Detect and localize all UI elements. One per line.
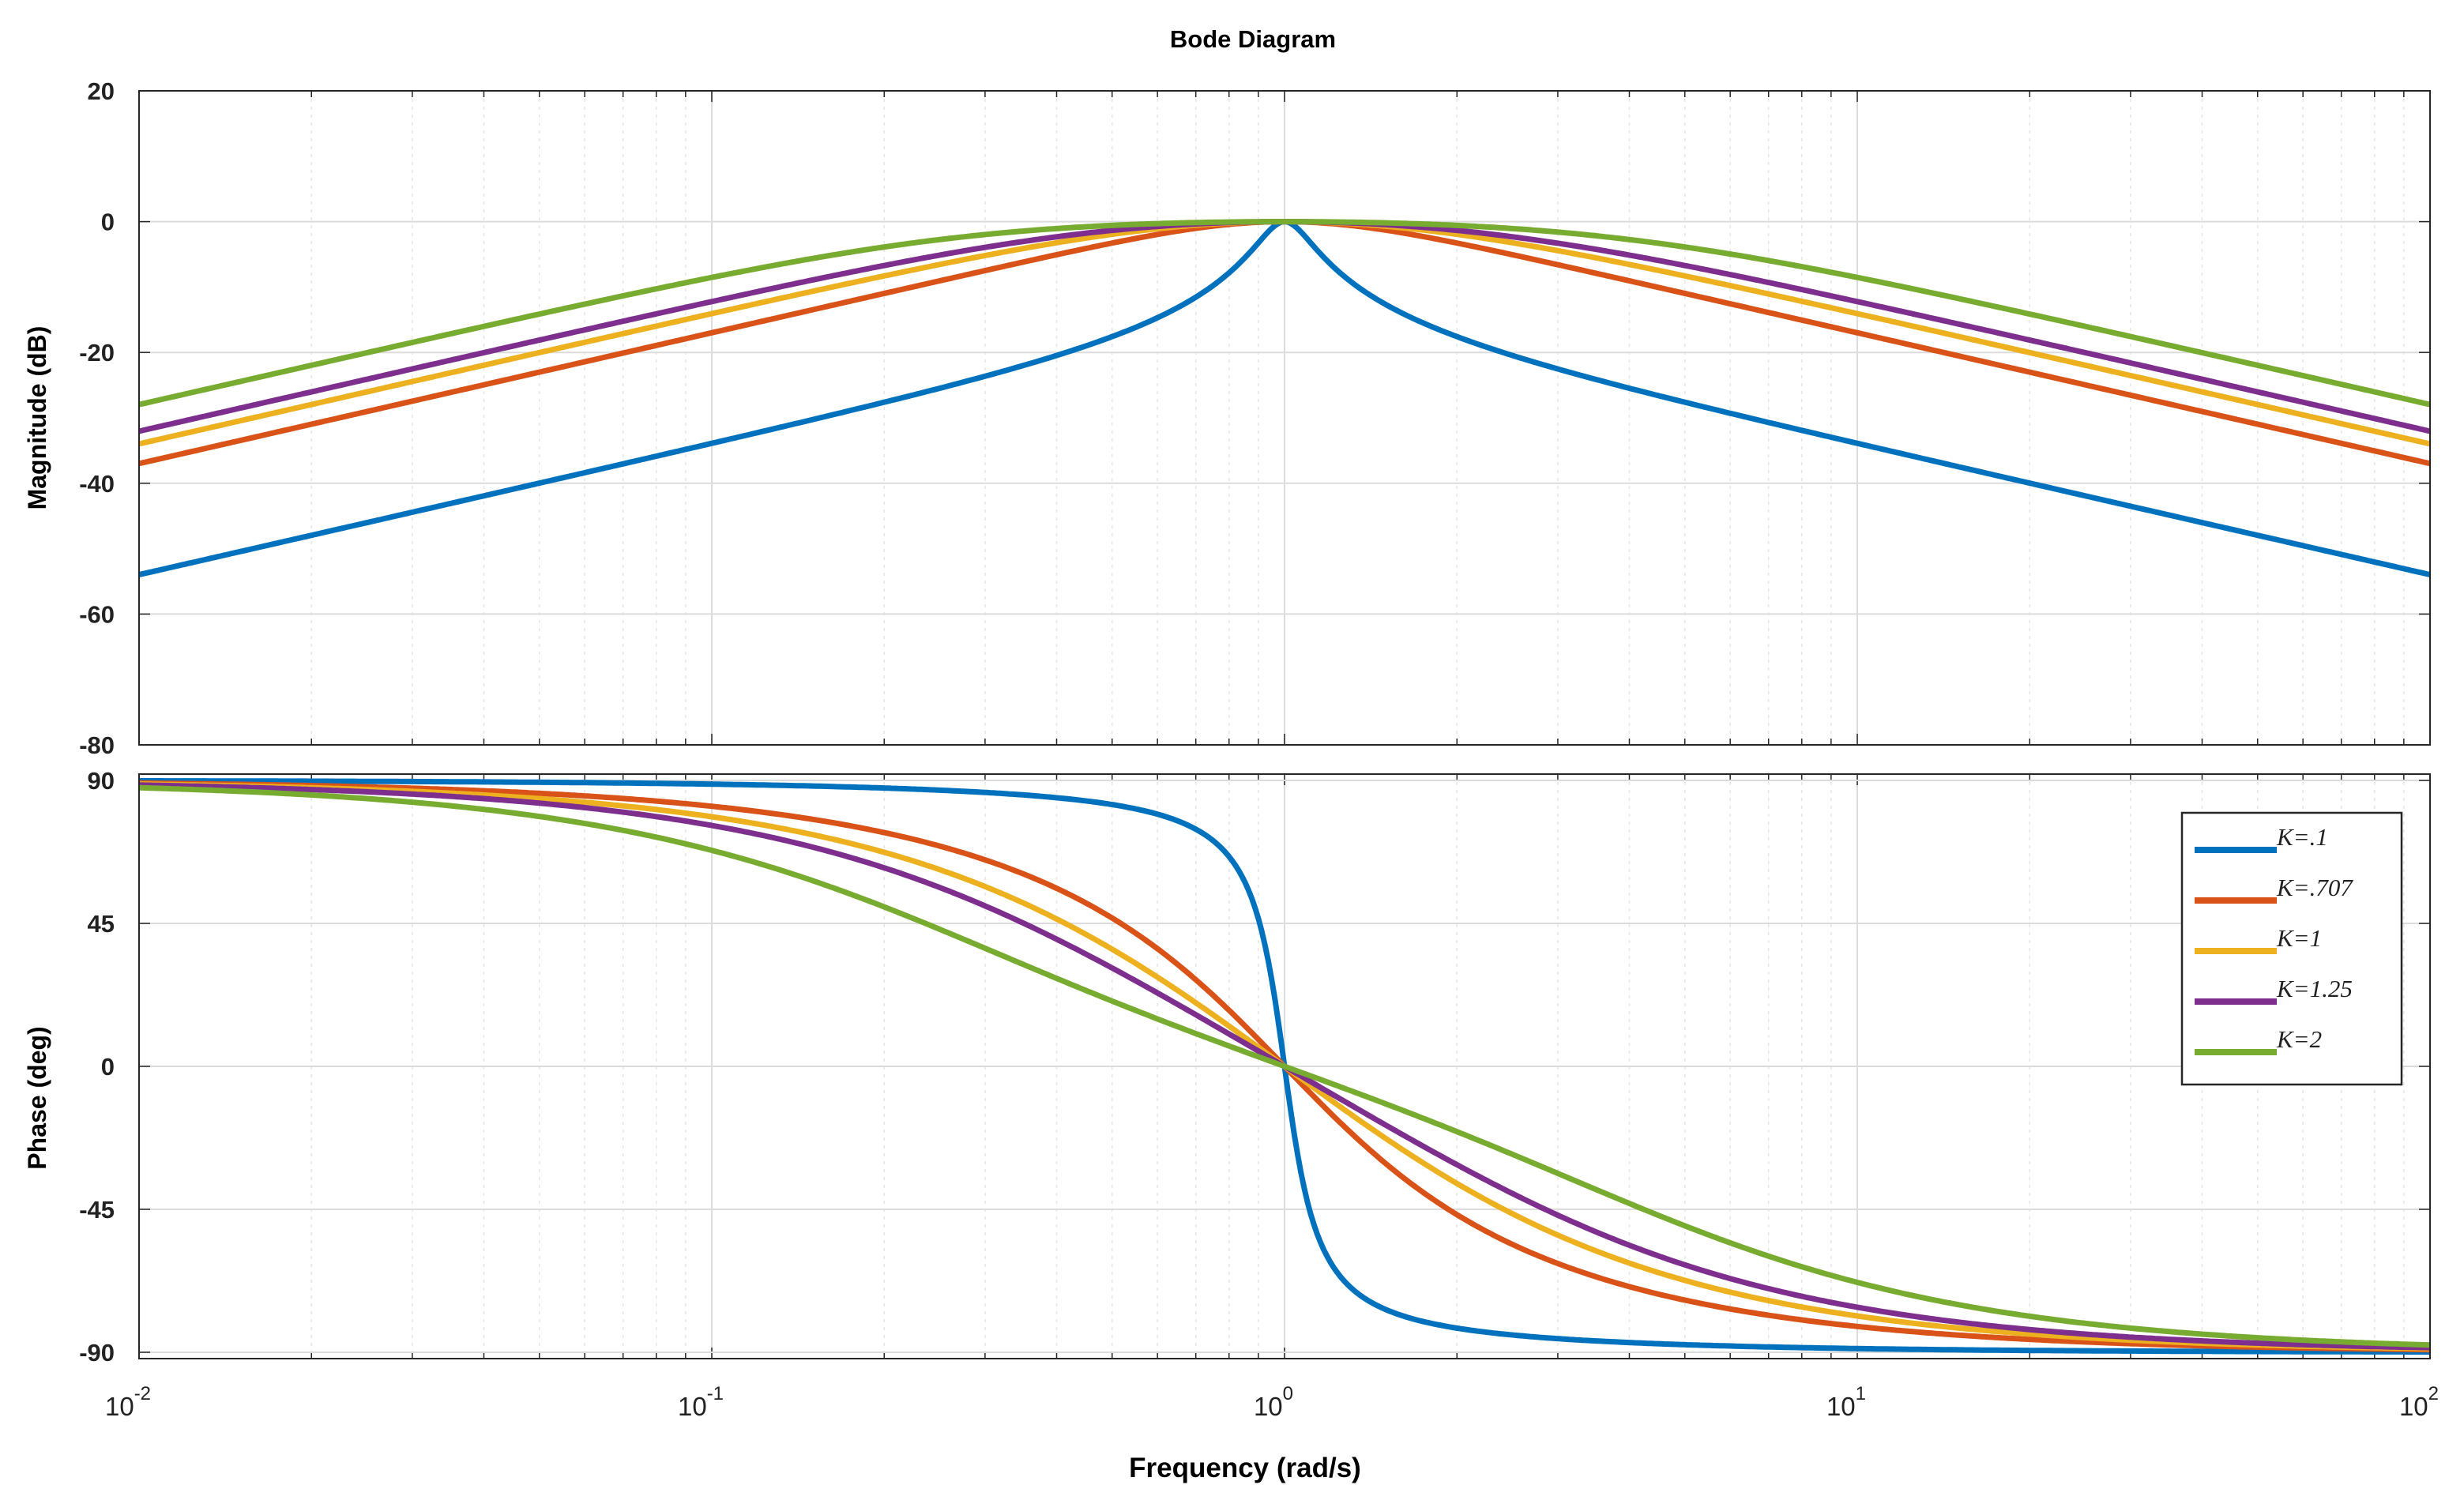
legend-label: K=1 xyxy=(2276,924,2322,952)
magnitude-y-ticks: 20 0 -20 -40 -60 -80 xyxy=(79,77,115,759)
magnitude-tick-label: -40 xyxy=(79,470,115,498)
phase-tick-label: 0 xyxy=(101,1053,115,1081)
x-tick-label: 10-1 xyxy=(678,1383,724,1421)
phase-y-ticks: 90 45 0 -45 -90 xyxy=(79,767,115,1367)
chart-title: Bode Diagram xyxy=(1170,25,1336,53)
legend-label: K=.707 xyxy=(2276,874,2353,901)
x-tick-labels: 10-2 10-1 100 101 102 xyxy=(105,1383,2439,1421)
phase-line-K=2 xyxy=(139,784,2430,1348)
phase-series xyxy=(139,778,2430,1355)
magnitude-tick-label: 0 xyxy=(101,209,115,236)
magnitude-y-label: Magnitude (dB) xyxy=(23,326,51,510)
x-tick-label: 10-2 xyxy=(105,1383,151,1421)
x-tick-label: 102 xyxy=(2399,1383,2439,1421)
magnitude-tick-label: -60 xyxy=(79,600,115,628)
magnitude-axes-box xyxy=(138,90,2431,746)
phase-tick-label: -45 xyxy=(79,1196,115,1224)
magnitude-line-K=2 xyxy=(139,219,2430,408)
legend-label: K=.1 xyxy=(2276,823,2328,851)
phase-y-label: Phase (deg) xyxy=(23,1026,51,1169)
legend-label: K=1.25 xyxy=(2276,975,2353,1002)
legend: K=.1 K=.707 K=1 K=1.25 K=2 xyxy=(2180,811,2403,1086)
x-tick-label: 101 xyxy=(1826,1383,1866,1421)
phase-tick-label: -90 xyxy=(79,1339,115,1367)
phase-tick-label: 90 xyxy=(88,767,115,795)
x-tick-label: 100 xyxy=(1254,1383,1293,1421)
magnitude-tick-label: -80 xyxy=(79,731,115,759)
magnitude-tick-label: 20 xyxy=(88,77,115,105)
magnitude-series xyxy=(139,219,2430,577)
magnitude-grid xyxy=(138,90,2430,746)
phase-tick-label: 45 xyxy=(88,910,115,938)
x-axis-label: Frequency (rad/s) xyxy=(1129,1453,1361,1483)
legend-label: K=2 xyxy=(2276,1025,2322,1053)
magnitude-tick-label: -20 xyxy=(79,339,115,367)
phase-axes-box xyxy=(138,773,2431,1359)
